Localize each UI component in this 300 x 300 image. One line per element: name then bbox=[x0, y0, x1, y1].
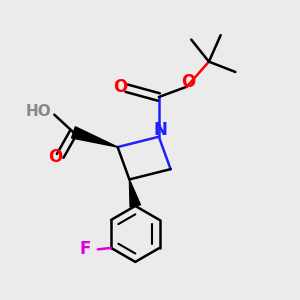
Text: HO: HO bbox=[26, 104, 51, 119]
Text: F: F bbox=[80, 240, 91, 258]
Text: O: O bbox=[48, 148, 62, 166]
Polygon shape bbox=[129, 179, 140, 207]
Polygon shape bbox=[72, 127, 118, 147]
Text: O: O bbox=[113, 78, 127, 96]
Text: N: N bbox=[153, 121, 167, 139]
Text: O: O bbox=[181, 73, 195, 91]
